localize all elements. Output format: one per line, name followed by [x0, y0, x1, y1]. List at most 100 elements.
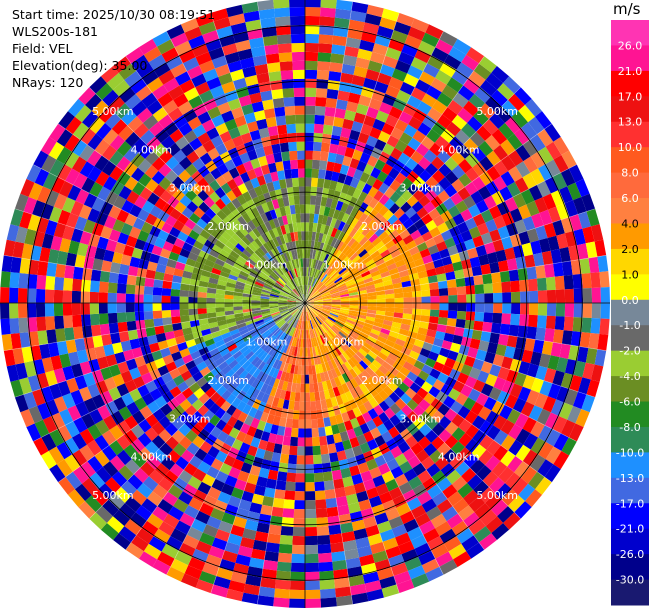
velocity-gate — [286, 363, 292, 374]
velocity-gate — [483, 312, 494, 323]
velocity-gate — [267, 125, 279, 137]
velocity-gate — [37, 260, 49, 276]
velocity-gate — [329, 415, 338, 426]
velocity-gate — [324, 321, 332, 329]
velocity-gate — [464, 181, 478, 196]
velocity-gate — [88, 116, 105, 134]
velocity-gate — [451, 178, 465, 193]
velocity-gate — [337, 374, 346, 385]
velocity-gate — [157, 210, 170, 223]
velocity-gate — [285, 418, 293, 428]
velocity-gate — [511, 478, 529, 496]
velocity-gate — [217, 235, 229, 245]
velocity-gate — [70, 200, 84, 217]
colorbar-swatch — [611, 274, 649, 301]
velocity-gate — [296, 320, 301, 329]
velocity-gate — [311, 365, 317, 375]
velocity-gate — [384, 186, 396, 199]
velocity-gate — [318, 427, 326, 437]
velocity-gate — [314, 279, 320, 288]
velocity-gate — [515, 144, 531, 162]
velocity-gate — [291, 346, 296, 356]
velocity-gate — [300, 383, 305, 393]
colorbar-tick-label: -21.0 — [616, 523, 644, 536]
velocity-gate — [316, 187, 324, 197]
velocity-gate — [260, 298, 270, 302]
velocity-gate — [309, 320, 314, 329]
velocity-gate — [346, 281, 356, 287]
velocity-gate — [367, 376, 377, 387]
velocity-gate — [243, 160, 254, 172]
velocity-gate — [520, 189, 535, 205]
velocity-gate — [321, 293, 331, 298]
velocity-gate — [294, 310, 301, 318]
velocity-gate — [138, 258, 149, 270]
velocity-gate — [126, 320, 137, 332]
velocity-gate — [347, 314, 357, 320]
velocity-gate — [326, 281, 336, 289]
velocity-gate — [463, 78, 480, 94]
velocity-gate — [68, 98, 85, 117]
ray-line — [166, 31, 306, 304]
velocity-gate — [262, 559, 278, 571]
velocity-gate — [467, 116, 483, 132]
velocity-gate — [421, 558, 440, 574]
colorbar-tick-label: 2.0 — [621, 243, 639, 256]
velocity-gate — [173, 268, 184, 277]
ray-line — [304, 123, 552, 304]
velocity-gate — [313, 294, 322, 300]
velocity-gate — [233, 262, 243, 271]
velocity-gate — [445, 421, 459, 436]
velocity-gate — [390, 466, 404, 479]
velocity-gate — [305, 299, 314, 303]
velocity-gate — [287, 299, 297, 302]
velocity-gate — [81, 279, 91, 292]
velocity-gate — [355, 337, 366, 346]
velocity-gate — [394, 292, 404, 299]
velocity-gate — [473, 526, 492, 543]
velocity-gate — [251, 101, 264, 113]
ray-line — [14, 302, 306, 398]
velocity-gate — [163, 273, 174, 282]
velocity-gate — [197, 189, 209, 202]
velocity-gate — [288, 327, 295, 336]
velocity-gate — [246, 169, 257, 181]
velocity-gate — [305, 464, 314, 474]
velocity-gate — [320, 274, 328, 283]
velocity-gate — [337, 231, 346, 241]
velocity-gate — [117, 232, 130, 245]
velocity-gate — [330, 327, 339, 335]
velocity-gate — [140, 250, 152, 262]
velocity-gate — [361, 226, 371, 237]
velocity-gate — [66, 213, 79, 229]
velocity-gate — [509, 383, 523, 398]
velocity-gate — [280, 343, 287, 353]
velocity-gate — [245, 575, 262, 587]
velocity-gate — [94, 139, 110, 156]
velocity-gate — [260, 90, 273, 102]
velocity-gate — [298, 356, 303, 366]
velocity-gate — [290, 318, 296, 327]
velocity-gate — [154, 357, 166, 369]
velocity-gate — [349, 465, 361, 477]
velocity-gate — [334, 229, 342, 240]
velocity-gate — [260, 306, 270, 310]
velocity-gate — [575, 409, 590, 428]
velocity-gate — [319, 287, 328, 294]
velocity-gate — [260, 17, 276, 29]
velocity-gate — [405, 387, 417, 399]
velocity-gate — [328, 388, 336, 399]
velocity-gate — [287, 316, 294, 324]
velocity-gate — [180, 573, 199, 588]
velocity-gate — [412, 130, 427, 144]
velocity-gate — [79, 361, 92, 376]
velocity-gate — [227, 343, 238, 352]
velocity-gate — [182, 327, 193, 336]
velocity-gate — [307, 276, 311, 286]
velocity-gate — [37, 186, 51, 204]
velocity-gate — [401, 404, 413, 417]
velocity-gate — [410, 278, 421, 287]
velocity-gate — [56, 129, 73, 147]
velocity-gate — [379, 64, 395, 77]
velocity-gate — [293, 231, 299, 241]
